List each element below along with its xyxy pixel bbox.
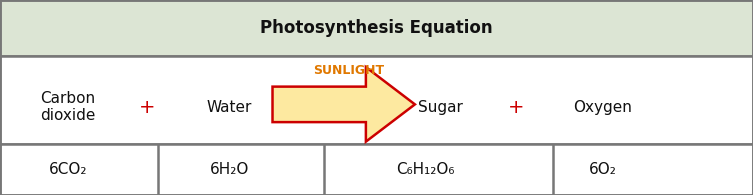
Text: 6CO₂: 6CO₂ bbox=[48, 162, 87, 177]
Text: +: + bbox=[139, 98, 155, 117]
Bar bbox=[0, 144, 753, 195]
Bar bbox=[0, 0, 753, 56]
Text: +: + bbox=[508, 98, 524, 117]
Text: 6O₂: 6O₂ bbox=[588, 162, 617, 177]
Text: Oxygen: Oxygen bbox=[573, 99, 632, 114]
Text: Water: Water bbox=[207, 99, 252, 114]
Text: Sugar: Sugar bbox=[418, 99, 463, 114]
Text: 6H₂O: 6H₂O bbox=[210, 162, 249, 177]
Bar bbox=[0, 56, 753, 144]
Text: C₆H₁₂O₆: C₆H₁₂O₆ bbox=[396, 162, 455, 177]
Polygon shape bbox=[273, 67, 415, 142]
Text: SUNLIGHT: SUNLIGHT bbox=[313, 64, 384, 77]
Text: Carbon
dioxide: Carbon dioxide bbox=[40, 91, 96, 123]
Text: Photosynthesis Equation: Photosynthesis Equation bbox=[261, 19, 492, 37]
